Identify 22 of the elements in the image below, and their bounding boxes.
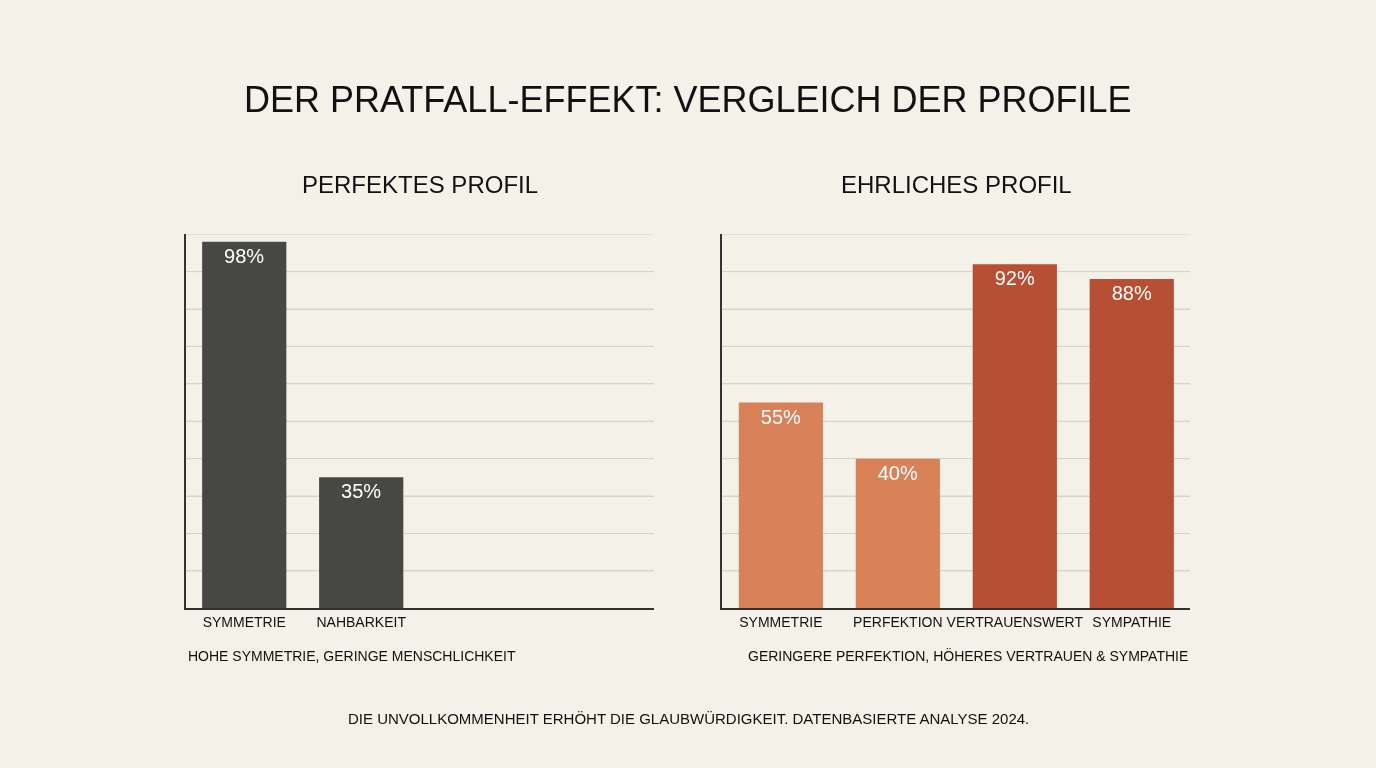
x-tick-label: SYMMETRIE bbox=[739, 613, 823, 630]
text: DIE UNVOLLKOMMENHEIT ERHÖHT DIE GLAUBWÜRDIGKEIT. DATENBASIERTE ANALYSE 2024. bbox=[348, 710, 1030, 727]
x-tick-label: SYMMETRIE bbox=[202, 613, 286, 630]
data-label: 92% bbox=[994, 267, 1035, 290]
text: DER PRATFALL-EFFEKT: VERGLEICH DER PROFILE bbox=[244, 79, 1132, 120]
x-tick-label: NAHBARKEIT bbox=[316, 613, 407, 630]
x-tick-label: PERFEKTION bbox=[853, 613, 943, 630]
bar bbox=[1089, 279, 1174, 609]
data-label: 55% bbox=[760, 405, 801, 428]
chart-title: EHRLICHES PROFIL bbox=[841, 171, 1072, 198]
x-tick-label: SYMPATHIE bbox=[1092, 613, 1172, 630]
bar bbox=[855, 458, 940, 609]
chart-title: PERFEKTES PROFIL bbox=[302, 171, 539, 198]
data-label: 35% bbox=[341, 480, 382, 503]
x-tick-label: VERTRAUENSWERT bbox=[946, 613, 1084, 630]
data-label: 98% bbox=[224, 244, 265, 267]
bar bbox=[972, 264, 1057, 609]
text: HOHE SYMMETRIE, GERINGE MENSCHLICHKEIT bbox=[188, 648, 516, 664]
data-label: 40% bbox=[877, 461, 918, 484]
bar bbox=[738, 402, 823, 609]
data-label: 88% bbox=[1111, 282, 1152, 305]
text: GERINGERE PERFEKTION, HÖHERES VERTRAUEN & SYMPATHIE bbox=[748, 647, 1189, 664]
